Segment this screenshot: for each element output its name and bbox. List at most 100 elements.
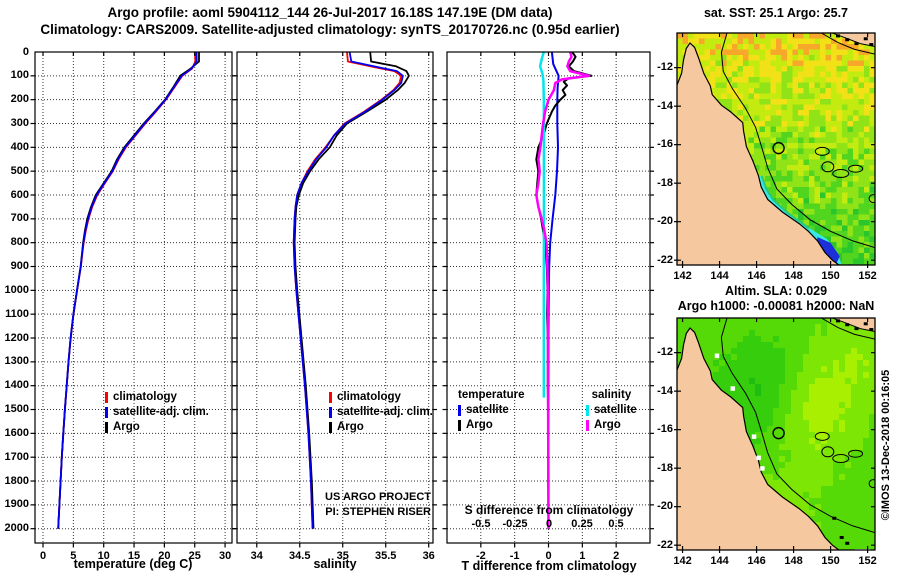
grid	[35, 52, 232, 543]
map-lat-tick-label: -12	[657, 61, 673, 74]
legend-label: satellite	[594, 404, 637, 416]
island-speck	[839, 535, 844, 539]
map-lon-tick-label: 148	[784, 270, 803, 282]
sla-map	[674, 317, 876, 553]
depth-tick-label: 200	[10, 93, 29, 106]
reef-contour	[848, 164, 864, 173]
salinity-profile-panel	[232, 51, 437, 548]
series-lines	[292, 52, 410, 529]
tick-label: -1	[509, 550, 520, 562]
s-axis-tick-label: -0.25	[502, 518, 528, 530]
depth-tick-label: 800	[10, 236, 29, 249]
map-lon-tick-label: 150	[821, 555, 840, 567]
coastline	[677, 42, 840, 265]
reef-contour	[848, 449, 864, 458]
missing-data-cell	[751, 434, 757, 439]
depth-tick-label: 700	[10, 212, 29, 225]
ne-coast-contour	[821, 318, 875, 340]
series-satellite-adj. clim.	[292, 52, 404, 529]
float-location-marker	[772, 141, 785, 155]
map-lat-tick-label: -18	[657, 461, 673, 474]
imos-credit: ©IMOS 13-Dec-2018 00:16:05	[880, 369, 892, 521]
map-lon-tick-label: 152	[858, 555, 877, 567]
map-lon-tick-label: 152	[858, 270, 877, 282]
depth-tick-label: 1300	[4, 355, 29, 368]
legend-label: satellite-adj. clim.	[337, 406, 433, 418]
tick-label: 20	[158, 550, 171, 562]
float-location-marker	[772, 426, 785, 440]
satellite-adj-line-swatch	[329, 407, 332, 418]
title-line1: Argo profile: aoml 5904112_144 26-Jul-20…	[107, 5, 553, 20]
temperature-axis-label: temperature (deg C)	[73, 557, 193, 571]
map-lat-tick-label: -14	[657, 384, 673, 397]
legend-header: salinity	[591, 389, 632, 401]
depth-tick-label: 300	[10, 117, 29, 129]
tick-label: 36	[422, 550, 435, 562]
satellite-line-swatch	[458, 405, 461, 416]
tick-label: 34.5	[289, 550, 311, 562]
shelf-contour	[720, 33, 875, 249]
missing-data-cell	[756, 455, 761, 461]
depth-tick-label: 1400	[4, 379, 29, 392]
map-lat-tick-label: -12	[657, 346, 673, 359]
island-speck	[845, 323, 850, 327]
island-speck	[845, 541, 850, 545]
depth-tick-label: 500	[10, 164, 29, 177]
depth-tick-label: 400	[10, 140, 29, 153]
legend-label: climatology	[337, 391, 401, 403]
map-body	[677, 318, 875, 550]
map-lon-tick-label: 146	[747, 270, 766, 282]
map-lat-tick-label: -18	[657, 176, 673, 189]
island-speck	[845, 38, 850, 42]
ne-coast-contour	[821, 33, 875, 55]
salinity-legend: climatology satellite-adj. clim. Argo	[329, 390, 433, 435]
sla-map-title-line2: Argo h1000: -0.00081 h2000: NaN	[677, 299, 875, 313]
reef-contour	[868, 479, 875, 489]
axis-ticks	[232, 52, 437, 548]
s-difference-legend: salinity satellite Argo	[586, 388, 637, 433]
sst-map	[674, 32, 876, 268]
map-body	[677, 33, 875, 265]
reef-contour	[821, 161, 835, 173]
temperature-legend: climatology satellite-adj. clim. Argo	[105, 390, 209, 435]
map-lon-tick-label: 144	[710, 270, 729, 282]
legend-header: temperature	[458, 389, 525, 401]
legend-label: Argo	[113, 421, 140, 433]
grid	[447, 52, 650, 543]
map-lon-tick-label: 142	[673, 555, 692, 567]
tick-label: 25	[188, 550, 201, 562]
shelf-contour	[720, 318, 875, 534]
island-speck	[863, 37, 868, 41]
reef-contour	[814, 431, 830, 441]
series-S satellite	[538, 52, 546, 398]
land	[677, 328, 839, 550]
s-difference-axis-label: S difference from climatology	[464, 503, 634, 517]
missing-data-cell	[714, 353, 720, 359]
t-difference-axis-label: T difference from climatology	[461, 559, 637, 573]
s-axis-tick-label: 0.25	[571, 518, 593, 530]
map-lon-tick-label: 148	[784, 555, 803, 567]
tick-label: 30	[218, 550, 232, 562]
ne-land	[832, 318, 875, 333]
legend-label: climatology	[113, 391, 177, 403]
island-speck	[832, 516, 837, 520]
series-satellite-adj. clim.	[57, 52, 198, 529]
map-lat-tick-label: -22	[657, 538, 673, 551]
map-lat-tick-label: -20	[657, 215, 673, 228]
depth-tick-label: 1500	[4, 403, 29, 416]
legend-label: satellite-adj. clim.	[113, 406, 209, 418]
island-speck	[863, 322, 868, 326]
tick-label: 2	[613, 550, 620, 562]
reef-contour	[868, 194, 875, 204]
map-lon-tick-label: 144	[710, 555, 729, 567]
tick-label: 0	[39, 550, 47, 562]
argo-line-swatch	[329, 422, 332, 433]
depth-tick-label: 1800	[4, 474, 29, 487]
depth-tick-label: 1900	[4, 498, 29, 511]
map-lon-tick-label: 146	[747, 555, 766, 567]
map-lat-tick-label: -16	[657, 138, 673, 151]
depth-tick-label: 900	[10, 260, 29, 272]
title-line2: Climatology: CARS2009. Satellite-adjuste…	[40, 22, 620, 37]
grid	[237, 52, 433, 543]
